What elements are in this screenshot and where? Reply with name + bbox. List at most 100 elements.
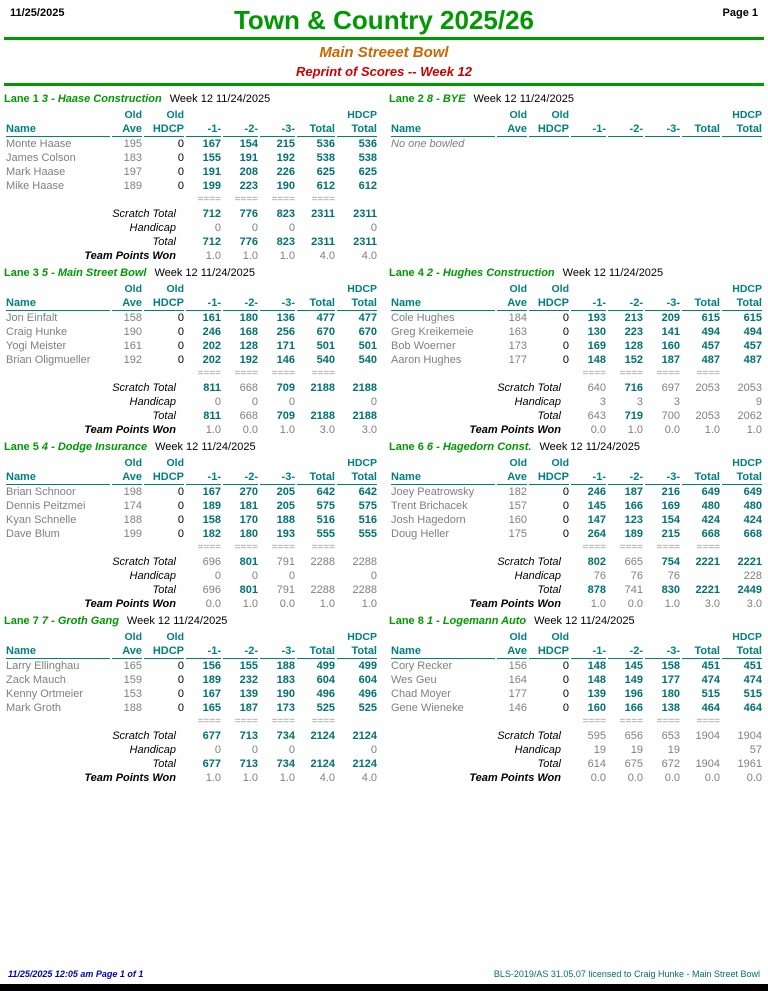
- scratch-total-value: 2053: [695, 382, 720, 394]
- team-points-won-value: 0.0: [704, 772, 720, 784]
- col-header-5: -3-: [260, 122, 295, 137]
- separator: ====: [619, 368, 643, 379]
- player-old-hdcp: 0: [177, 500, 184, 512]
- col-header-2: HDCP: [529, 470, 569, 485]
- col-header-6: Total: [682, 470, 720, 485]
- separator: ====: [582, 368, 606, 379]
- col-header-2: HDCP: [144, 644, 184, 659]
- player-score: 499: [358, 660, 377, 672]
- separator: ====: [311, 716, 335, 727]
- handicap-value: 0: [251, 396, 258, 408]
- player-old-hdcp: 0: [562, 340, 569, 352]
- player-old-hdcp: 0: [562, 500, 569, 512]
- player-score: 457: [701, 340, 720, 352]
- col-header-7: Total: [722, 122, 762, 137]
- column-top-row: Old Old HDCP: [391, 282, 763, 296]
- player-name: Mark Haase: [6, 166, 66, 178]
- total-label: Total: [537, 410, 561, 422]
- score-table: Old Old HDCP Name Ave HDCP -1- -2- -3- Total Total…: [389, 282, 764, 437]
- team-points-won-value: 0.0: [205, 598, 221, 610]
- player-score: 232: [239, 674, 258, 686]
- col-header-3: -1-: [186, 122, 221, 137]
- team-points-won-label: Team Points Won: [84, 598, 176, 610]
- col-header-1: Ave: [112, 122, 142, 137]
- player-score: 474: [743, 674, 762, 686]
- lane-label: Lane 4: [389, 267, 424, 279]
- col-header-7: Total: [722, 296, 762, 311]
- player-row: Yogi Meister 161 0 202 128 171 501 501: [6, 339, 377, 353]
- player-score: 166: [624, 500, 643, 512]
- col-header-1: Ave: [112, 296, 142, 311]
- scratch-total-value: 811: [203, 382, 221, 394]
- total-value: 2311: [311, 236, 335, 248]
- player-score: 642: [316, 486, 335, 498]
- team-points-won-value: 4.0: [361, 772, 377, 784]
- handicap-label: Handicap: [129, 396, 176, 408]
- handicap-value: 76: [593, 570, 606, 582]
- player-score: 538: [316, 152, 335, 164]
- player-row: Josh Hagedorn 160 0 147 123 154 424 424: [391, 513, 762, 527]
- page-title: Town & Country 2025/26: [233, 5, 535, 35]
- player-name: Trent Brichacek: [391, 500, 468, 512]
- player-score: 525: [316, 702, 335, 714]
- col-header-6: Total: [682, 296, 720, 311]
- col-top-2: Old: [551, 631, 570, 643]
- player-score: 223: [624, 326, 643, 338]
- team-points-won-label: Team Points Won: [84, 250, 176, 262]
- col-top-2: Old: [551, 283, 570, 295]
- player-score: 193: [587, 312, 606, 324]
- player-name: Mark Groth: [6, 702, 62, 714]
- team-points-won-value: 0.0: [627, 772, 643, 784]
- handicap-value: 0: [251, 744, 258, 756]
- total-row: Total 643 719 700 2053 2062: [391, 409, 762, 423]
- total-value: 668: [239, 410, 258, 422]
- player-score: 477: [316, 312, 335, 324]
- handicap-label: Handicap: [514, 396, 561, 408]
- player-name: James Colson: [6, 152, 76, 164]
- handicap-value: [297, 221, 335, 235]
- lane-label: Lane 3: [4, 267, 39, 279]
- player-score: 149: [624, 674, 643, 686]
- team-points-won-value: 0.0: [664, 424, 680, 436]
- player-old-hdcp: 0: [562, 702, 569, 714]
- column-top-row: Old Old HDCP: [6, 630, 378, 644]
- player-old-ave: 153: [123, 688, 142, 700]
- player-score: 496: [316, 688, 335, 700]
- col-header-1: Ave: [112, 470, 142, 485]
- team-points-won-value: 0.0: [242, 424, 258, 436]
- total-value: 709: [276, 410, 295, 422]
- player-score: 123: [624, 514, 643, 526]
- handicap-row: Handicap 19 19 19 57: [391, 743, 762, 757]
- col-top-3: [186, 108, 221, 122]
- total-value: 823: [276, 236, 295, 248]
- separator-row: ==== ==== ==== ====: [6, 541, 377, 555]
- player-old-ave: 163: [508, 326, 527, 338]
- col-top-7: HDCP: [732, 109, 762, 121]
- player-old-hdcp: 0: [177, 340, 184, 352]
- player-score: 139: [239, 688, 258, 700]
- column-header-row: Name Ave HDCP -1- -2- -3- Total Total: [6, 122, 377, 137]
- separator-row: ==== ==== ==== ====: [6, 715, 377, 729]
- team-points-won-row: Team Points Won 1.0 0.0 1.0 3.0 3.0: [6, 423, 377, 437]
- total-value: 2311: [353, 236, 377, 248]
- total-value: 2188: [310, 410, 335, 422]
- scratch-total-value: 665: [624, 556, 643, 568]
- col-top-0: [391, 108, 495, 122]
- player-old-ave: 157: [508, 500, 527, 512]
- player-score: 171: [276, 340, 295, 352]
- col-top-1: Old: [509, 283, 528, 295]
- footer-timestamp: 11/25/2025 12:05 am Page 1 of 1: [8, 969, 144, 979]
- handicap-label: Handicap: [514, 744, 561, 756]
- total-value: 2288: [352, 584, 377, 596]
- separator: ====: [656, 716, 680, 727]
- separator: ====: [234, 716, 258, 727]
- player-old-hdcp: 0: [562, 514, 569, 526]
- handicap-value: 3: [599, 396, 606, 408]
- total-label: Total: [537, 758, 561, 770]
- handicap-label: Handicap: [129, 222, 176, 234]
- col-top-0: [391, 630, 495, 644]
- scratch-total-value: 1904: [737, 730, 762, 742]
- handicap-value: 0: [370, 744, 377, 756]
- player-name: Dennis Peitzmei: [6, 500, 86, 512]
- scratch-total-value: 802: [587, 556, 606, 568]
